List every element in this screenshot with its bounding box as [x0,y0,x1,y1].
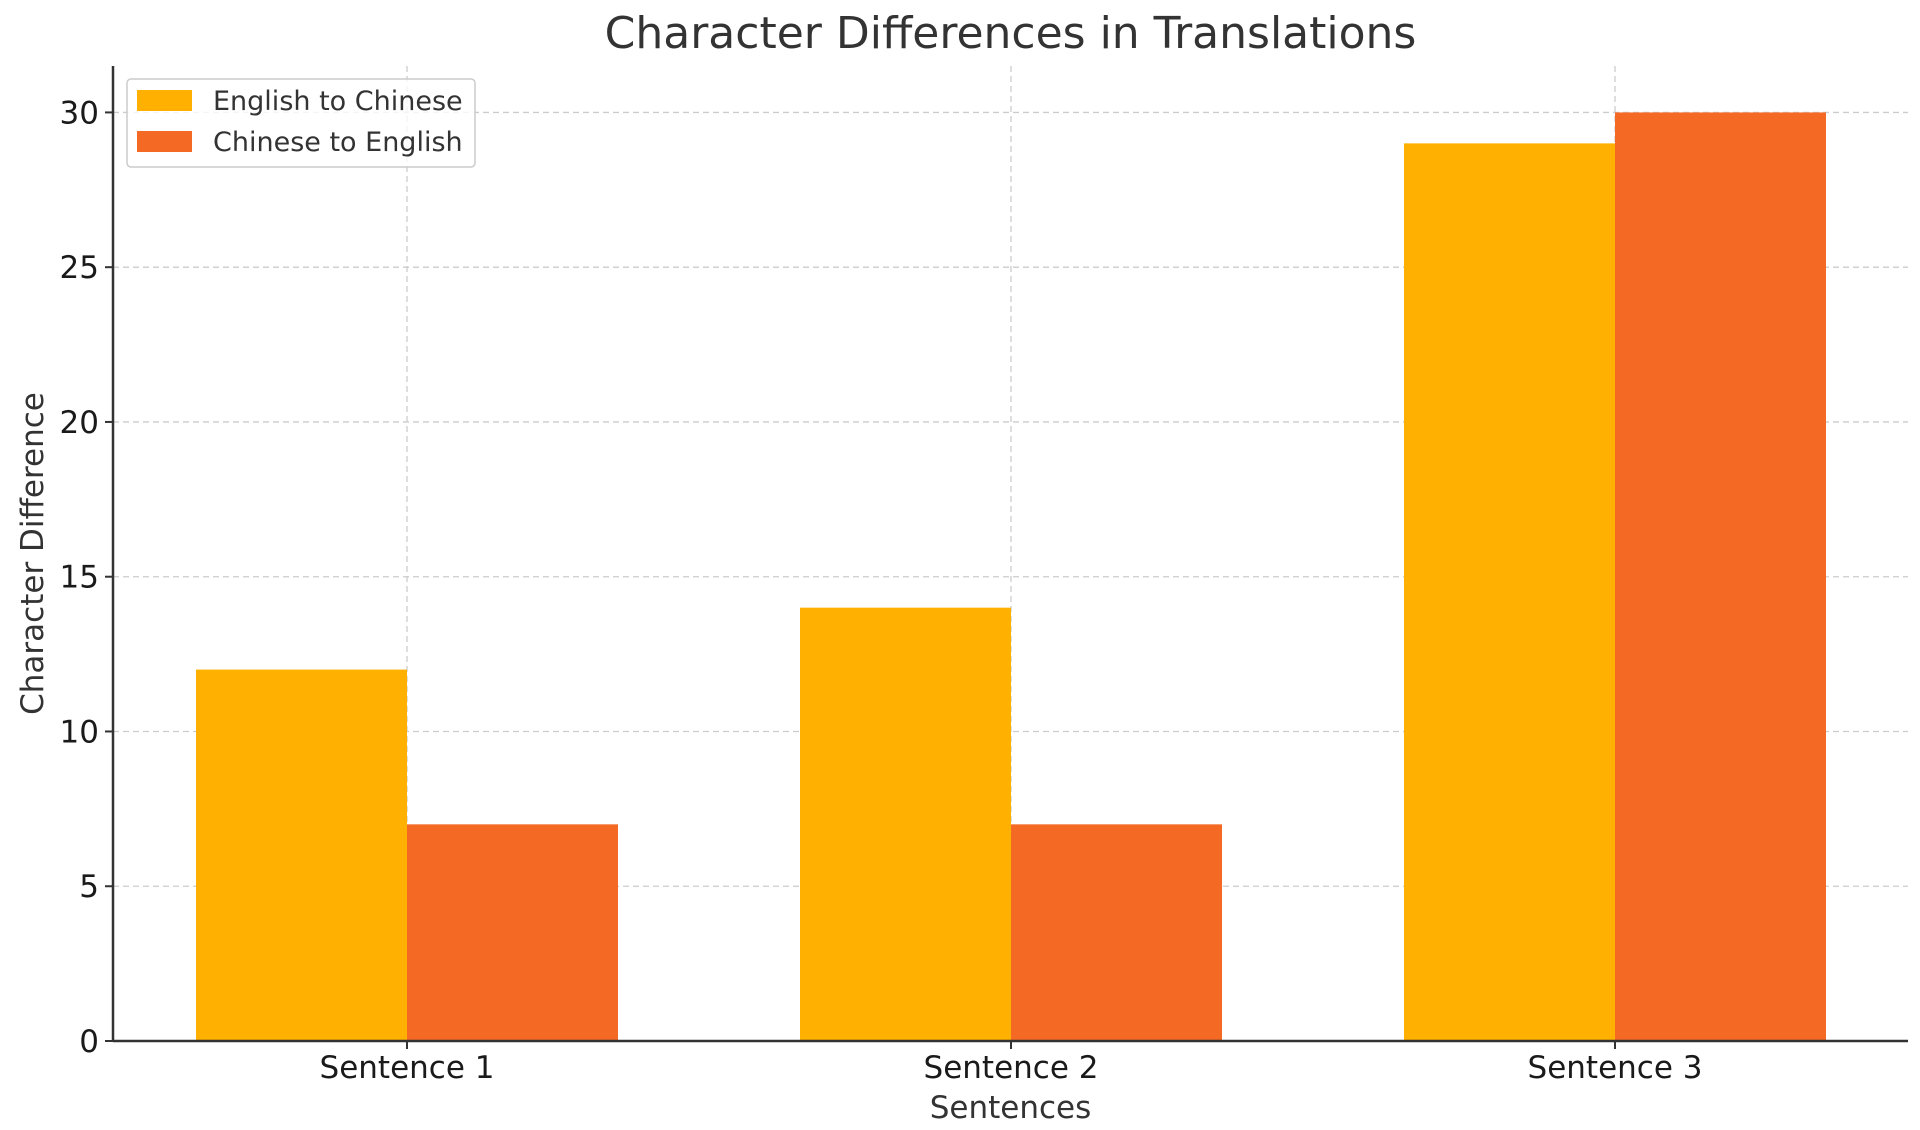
bar-chinese-to-english-1 [407,824,618,1041]
legend-box [126,78,476,168]
bars-layer [196,112,1826,1041]
y-tick-label: 30 [60,95,99,131]
y-tick-label: 20 [60,405,99,441]
chart-title: Character Differences in Translations [605,8,1417,59]
legend-swatch-english-to-chinese [137,90,192,111]
legend-label-english-to-chinese: English to Chinese [213,86,463,117]
bar-english-to-chinese-1 [196,669,407,1041]
ticks-layer: 0 5 10 15 20 25 30 Sentence 1 Sentence 2 Sentence… [60,95,1703,1086]
bar-english-to-chinese-2 [800,607,1011,1041]
x-tick-label: Sentence 3 [1528,1050,1703,1086]
y-tick-label: 5 [79,869,99,905]
legend-label-chinese-to-english: Chinese to English [213,127,463,158]
x-axis-title: Sentences [930,1090,1092,1126]
x-tick-label: Sentence 1 [320,1050,495,1086]
y-tick-label: 15 [60,560,99,596]
legend: English to Chinese Chinese to English [126,78,476,168]
bar-english-to-chinese-3 [1404,143,1615,1041]
bar-chinese-to-english-2 [1011,824,1222,1041]
x-tick-label: Sentence 2 [924,1050,1099,1086]
bar-chinese-to-english-3 [1615,112,1826,1041]
legend-swatch-chinese-to-english [137,131,192,152]
y-tick-label: 25 [60,250,99,286]
y-tick-label: 0 [79,1024,99,1060]
y-axis-title: Character Difference [15,392,51,715]
y-tick-label: 10 [60,714,99,750]
